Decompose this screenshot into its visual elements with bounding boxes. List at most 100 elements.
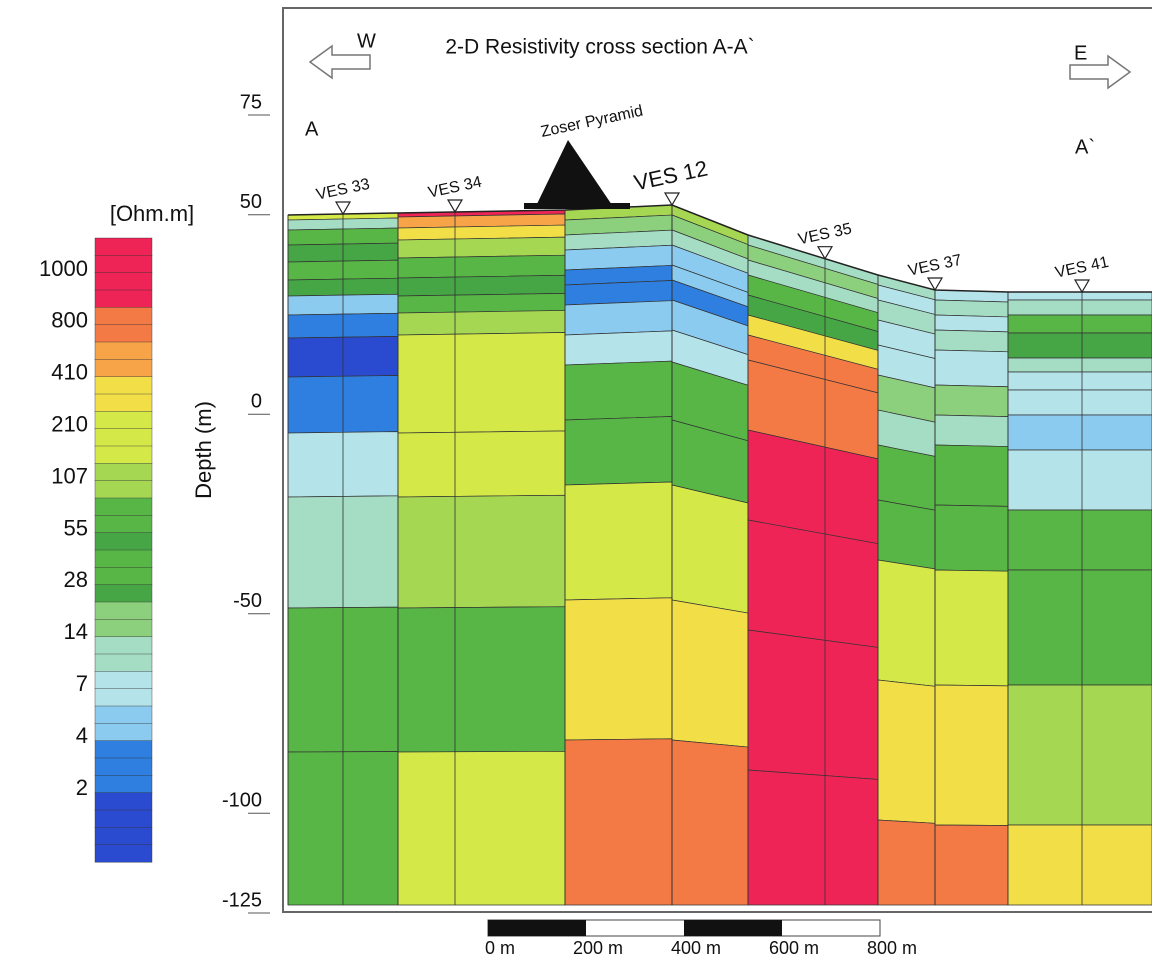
landmark-label: Zoser Pyramid — [539, 103, 644, 141]
station-label: VES 34 — [427, 174, 484, 202]
colorbar-band — [94, 341, 153, 360]
colorbar-band — [94, 272, 153, 291]
station-label: VES 12 — [632, 155, 710, 195]
layer — [397, 606, 566, 753]
layer — [747, 769, 879, 906]
colorbar-band — [94, 376, 153, 395]
colorbar-band — [94, 289, 153, 308]
colorbar-band — [94, 601, 153, 620]
station-marker — [926, 277, 944, 292]
layer — [1007, 314, 1152, 334]
station-marker — [334, 201, 352, 216]
colorbar-band — [94, 255, 153, 274]
colorbar: 1000 800 410 210 107 55 28 14 7 4 2 — [39, 237, 153, 863]
y-tick-label: 50 — [240, 191, 262, 213]
scale-bar-segment — [488, 920, 586, 936]
colorbar-band — [94, 515, 153, 534]
layer — [747, 629, 879, 780]
colorbar-band — [94, 463, 153, 482]
layer — [934, 569, 1009, 687]
station-marker — [446, 199, 464, 214]
layer — [397, 494, 566, 609]
station-marker — [816, 246, 834, 260]
scale-bar: 0 m 200 m 400 m 600 m 800 m — [485, 919, 917, 958]
colorbar-label: 14 — [64, 619, 88, 644]
layer — [397, 274, 566, 297]
start-label: A — [305, 118, 319, 140]
pyramid — [535, 140, 612, 208]
colorbar-band — [94, 636, 153, 655]
layer — [1007, 357, 1152, 373]
colorbar-band — [94, 497, 153, 516]
layer — [1007, 332, 1152, 359]
layer — [934, 414, 1009, 447]
end-label: A` — [1075, 136, 1095, 158]
colorbar-band — [94, 532, 153, 551]
section-fill — [287, 204, 1152, 906]
layer — [1007, 684, 1152, 826]
colorbar-band — [94, 307, 153, 326]
layer — [1007, 299, 1152, 316]
layer — [564, 481, 673, 601]
west-arrow — [308, 44, 371, 80]
colorbar-band — [94, 237, 153, 256]
colorbar-band — [94, 653, 153, 672]
colorbar-band — [94, 809, 153, 828]
layer — [564, 330, 673, 366]
layer — [934, 299, 1009, 318]
layer — [1007, 824, 1152, 906]
layer — [877, 819, 936, 906]
layer — [934, 504, 1009, 572]
surface — [287, 204, 1152, 293]
scale-bar-segment — [684, 920, 782, 936]
layer — [671, 484, 749, 614]
layer — [934, 684, 1009, 826]
y-tick-label: 0 — [251, 391, 262, 413]
colorbar-band — [94, 324, 153, 343]
layer — [397, 236, 566, 259]
layer — [671, 599, 749, 748]
east-label: E — [1074, 42, 1087, 64]
colorbar-band — [94, 792, 153, 811]
layer — [1007, 371, 1152, 391]
colorbar-label: 800 — [51, 308, 88, 333]
colorbar-band — [94, 445, 153, 464]
station-label: VES 41 — [1054, 254, 1111, 282]
layer — [397, 310, 566, 336]
layer — [564, 416, 673, 486]
y-tick-label: -125 — [222, 889, 262, 911]
colorbar-label: 410 — [51, 360, 88, 385]
layer — [564, 738, 673, 906]
station-label: VES 35 — [797, 220, 854, 248]
station-label: VES 37 — [907, 252, 964, 280]
colorbar-label: 1000 — [39, 256, 88, 281]
frame — [282, 7, 1152, 913]
colorbar-title: [Ohm.m] — [110, 201, 194, 226]
y-tick-label: 75 — [240, 91, 262, 113]
station-marker — [663, 192, 681, 207]
colorbar-band — [94, 723, 153, 742]
layer — [877, 679, 936, 824]
colorbar-band — [94, 567, 153, 586]
colorbar-band — [94, 775, 153, 794]
layer — [397, 430, 566, 498]
layer — [564, 360, 673, 421]
layer — [564, 300, 673, 336]
layer — [934, 824, 1009, 906]
layer — [1007, 389, 1152, 416]
scale-bar-label: 0 m — [485, 938, 515, 958]
scale-bar-label: 600 m — [769, 938, 819, 958]
y-tick-label: -50 — [233, 590, 262, 612]
layer — [934, 444, 1009, 507]
layer — [877, 559, 936, 687]
layer — [671, 739, 749, 906]
station-label: VES 33 — [315, 176, 372, 204]
layer — [1007, 291, 1152, 301]
colorbar-label: 7 — [76, 671, 88, 696]
colorbar-band — [94, 740, 153, 759]
layer — [1007, 449, 1152, 511]
colorbar-band — [94, 428, 153, 447]
layer — [564, 597, 673, 741]
colorbar-band — [94, 705, 153, 724]
